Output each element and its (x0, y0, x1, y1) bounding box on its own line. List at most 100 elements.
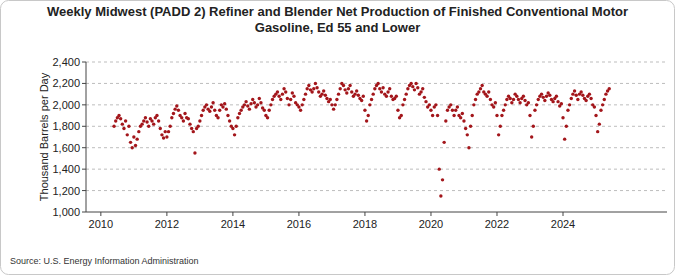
tick-label: 2024 (551, 218, 575, 230)
point (540, 92, 543, 95)
point (523, 99, 526, 102)
point (434, 103, 437, 106)
point (469, 125, 472, 128)
point (381, 86, 384, 89)
point (140, 122, 143, 125)
tick (430, 212, 431, 216)
point (259, 101, 262, 104)
point (145, 120, 148, 123)
point (594, 114, 597, 117)
point (570, 97, 573, 100)
point (357, 94, 360, 97)
tick (364, 212, 365, 216)
tick (82, 147, 86, 148)
point (324, 94, 327, 97)
point (117, 114, 120, 117)
point (271, 98, 274, 101)
point (367, 114, 370, 117)
point (573, 89, 576, 92)
tick (100, 212, 101, 216)
point (332, 107, 335, 110)
point (213, 109, 216, 112)
point (337, 92, 340, 95)
tick-label: 1,000 (52, 206, 80, 218)
point (317, 90, 320, 93)
point (228, 119, 231, 122)
point (446, 109, 449, 112)
point (568, 103, 571, 106)
point (291, 91, 294, 94)
point (530, 135, 533, 138)
point (355, 89, 358, 92)
grid-line (86, 104, 667, 105)
point (236, 116, 239, 119)
point (330, 103, 333, 106)
point (510, 101, 513, 104)
point (173, 107, 176, 110)
title-line: Gasoline, Ed 55 and Lower (255, 20, 420, 35)
point (604, 92, 607, 95)
point (353, 92, 356, 95)
points (112, 82, 611, 198)
point (132, 135, 135, 138)
point (170, 116, 173, 119)
tick-label: 2,200 (52, 77, 80, 89)
tick (82, 83, 86, 84)
point (160, 133, 163, 136)
tick-label: 2018 (353, 218, 377, 230)
y-axis-label: Thousand Barrels per Day (38, 72, 50, 201)
point (431, 114, 434, 117)
point (150, 119, 153, 122)
tick-label: 1,400 (52, 163, 80, 175)
point (152, 122, 155, 125)
point (472, 103, 475, 106)
tick (496, 212, 497, 216)
point (210, 105, 213, 108)
point (589, 97, 592, 100)
point (137, 130, 140, 133)
point (127, 125, 130, 128)
tick-label: 1,200 (52, 185, 80, 197)
point (436, 114, 439, 117)
point (312, 87, 315, 90)
point (505, 98, 508, 101)
point (444, 119, 447, 122)
point (299, 109, 302, 112)
grid-line (86, 169, 667, 170)
point (168, 125, 171, 128)
point (555, 95, 558, 98)
tick-label: 2014 (221, 218, 245, 230)
point (348, 84, 351, 87)
point (608, 87, 611, 90)
point (499, 125, 502, 128)
point (598, 122, 601, 125)
point (464, 127, 467, 130)
point (492, 105, 495, 108)
point (439, 194, 442, 197)
tick (82, 212, 86, 213)
point (124, 119, 127, 122)
point (479, 87, 482, 90)
source: Source: U.S. Energy Information Administ… (10, 256, 199, 266)
point (495, 114, 498, 117)
grid-line (86, 62, 667, 63)
point (276, 90, 279, 93)
point (338, 87, 341, 90)
point (345, 91, 348, 94)
point (286, 97, 289, 100)
point (322, 89, 325, 92)
point (489, 98, 492, 101)
point (155, 114, 158, 117)
point (401, 103, 404, 106)
point (400, 114, 403, 117)
point (584, 99, 587, 102)
point (405, 92, 408, 95)
point (593, 105, 596, 108)
point (334, 103, 337, 106)
point (409, 82, 412, 85)
point (157, 119, 160, 122)
tick-label: 2016 (287, 218, 311, 230)
point (579, 90, 582, 93)
point (251, 98, 254, 101)
point (183, 112, 186, 115)
